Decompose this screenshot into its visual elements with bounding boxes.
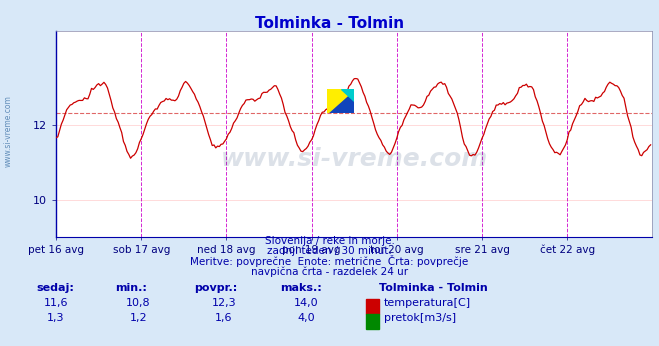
Text: temperatura[C]: temperatura[C] xyxy=(384,298,471,308)
Text: 1,2: 1,2 xyxy=(130,313,147,323)
Polygon shape xyxy=(328,89,354,113)
Text: Tolminka - Tolmin: Tolminka - Tolmin xyxy=(379,283,488,293)
Polygon shape xyxy=(328,89,354,113)
Text: 1,3: 1,3 xyxy=(47,313,65,323)
Text: Meritve: povprečne  Enote: metrične  Črta: povprečje: Meritve: povprečne Enote: metrične Črta:… xyxy=(190,255,469,267)
Text: min.:: min.: xyxy=(115,283,147,293)
Text: pretok[m3/s]: pretok[m3/s] xyxy=(384,313,455,323)
Text: Tolminka - Tolmin: Tolminka - Tolmin xyxy=(255,16,404,30)
Text: maks.:: maks.: xyxy=(280,283,322,293)
Text: www.si-vreme.com: www.si-vreme.com xyxy=(221,147,488,171)
Text: 10,8: 10,8 xyxy=(126,298,151,308)
Text: 12,3: 12,3 xyxy=(212,298,237,308)
Text: povpr.:: povpr.: xyxy=(194,283,238,293)
Text: navpična črta - razdelek 24 ur: navpična črta - razdelek 24 ur xyxy=(251,266,408,277)
Text: 11,6: 11,6 xyxy=(43,298,69,308)
Text: Slovenija / reke in morje.: Slovenija / reke in morje. xyxy=(264,236,395,246)
Text: sedaj:: sedaj: xyxy=(36,283,74,293)
Text: 14,0: 14,0 xyxy=(294,298,319,308)
Polygon shape xyxy=(341,89,354,101)
Text: 4,0: 4,0 xyxy=(298,313,315,323)
Text: 1,6: 1,6 xyxy=(215,313,233,323)
Text: www.si-vreme.com: www.si-vreme.com xyxy=(4,95,13,167)
Text: zadnji teden / 30 minut.: zadnji teden / 30 minut. xyxy=(267,246,392,256)
